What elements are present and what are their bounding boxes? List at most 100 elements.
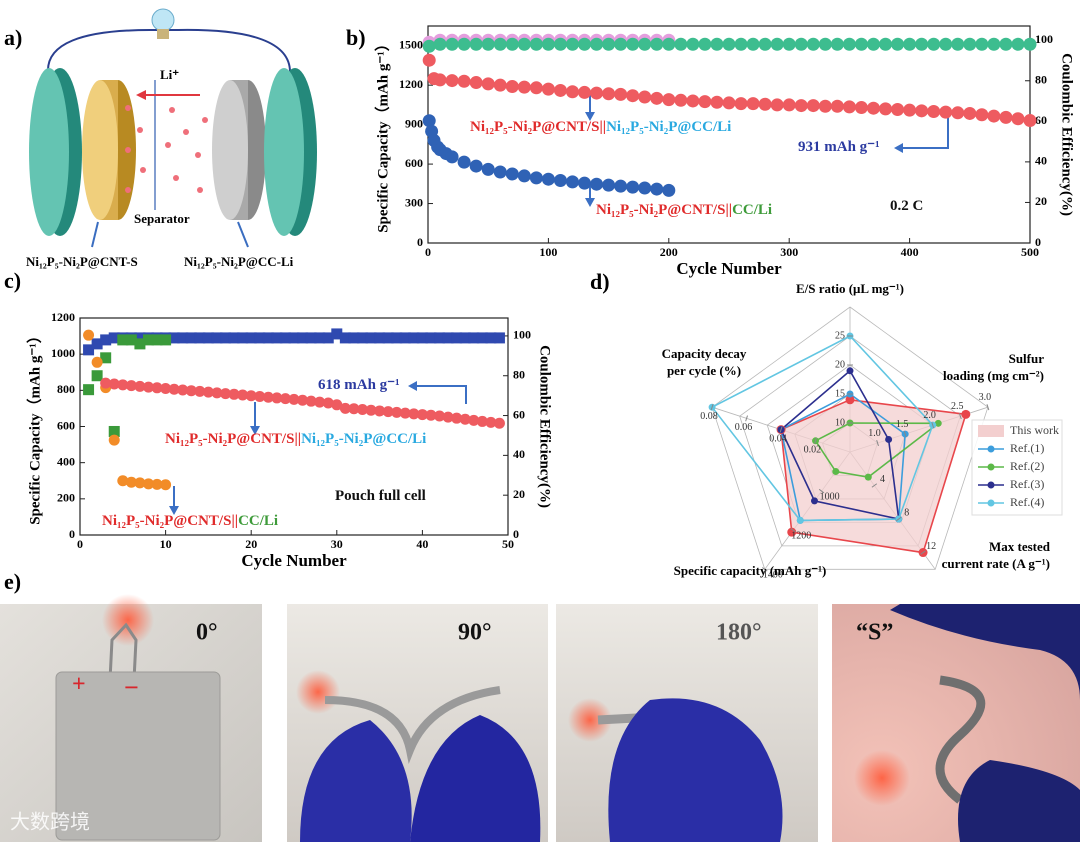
data-point — [399, 332, 411, 344]
watermark: 大数跨境 — [10, 811, 90, 834]
data-point — [638, 90, 652, 104]
data-point — [674, 93, 688, 107]
data-point — [842, 100, 856, 114]
data-point — [650, 37, 664, 51]
data-point — [151, 334, 163, 346]
radar-tick — [895, 516, 902, 522]
y-tick-label: 400 — [57, 454, 75, 468]
y-tick-label: 0 — [417, 235, 423, 249]
data-point — [854, 37, 868, 51]
data-point — [356, 404, 368, 416]
data-point — [134, 338, 146, 350]
x-tick-label: 10 — [160, 537, 172, 551]
arrow-heads — [169, 112, 903, 515]
data-point — [422, 39, 436, 53]
ions — [125, 105, 208, 193]
y-axis-label: Specific Capacity（mAh g⁻¹） — [25, 328, 43, 525]
data-point — [493, 417, 505, 429]
y-tick-label: 200 — [57, 491, 75, 505]
data-point — [842, 37, 856, 51]
data-point — [117, 334, 129, 346]
radar-tick-label: 25 — [835, 330, 845, 341]
radar-area — [710, 335, 934, 522]
radar-tick-label: 1000 — [820, 491, 840, 502]
data-point — [650, 91, 664, 105]
data-point — [879, 102, 893, 116]
data-point — [975, 108, 989, 122]
annotation-part: Ni₁₂P₅-Ni₂P@CNT/S|| — [596, 202, 732, 218]
glove — [608, 698, 783, 842]
data-point — [529, 37, 543, 51]
data-point — [382, 332, 394, 344]
data-point — [650, 182, 664, 196]
radar-tick — [986, 404, 990, 411]
data-point — [517, 169, 531, 183]
data-point — [614, 37, 628, 51]
data-point — [468, 414, 480, 426]
bent-cell — [324, 686, 501, 764]
plus: + — [72, 672, 86, 698]
data-point — [348, 332, 360, 344]
legend-dot — [987, 463, 995, 471]
y2-tick-label: 40 — [1035, 154, 1047, 168]
data-point — [348, 403, 360, 415]
data-point — [442, 332, 454, 344]
radar-axis-label: loading (mg cm⁻²) — [943, 368, 1044, 383]
data-point — [565, 175, 579, 189]
electrode — [29, 68, 69, 236]
x-axis-label: Cycle Number — [241, 551, 347, 570]
data-point — [476, 415, 488, 427]
anode — [212, 80, 248, 220]
data-point — [422, 53, 436, 67]
data-point — [614, 179, 628, 193]
data-point — [451, 332, 463, 344]
radar-tick — [871, 483, 878, 488]
data-point — [322, 332, 334, 344]
annotation: 931 mAh g⁻¹ — [798, 139, 880, 155]
data-point — [818, 37, 832, 51]
y-tick-label: 1000 — [51, 346, 75, 360]
data-point — [202, 332, 214, 344]
panel-label: c) — [4, 268, 21, 293]
data-point — [626, 37, 640, 51]
radar-ring — [711, 306, 989, 570]
data-point — [117, 475, 129, 487]
data-point — [903, 37, 917, 51]
data-point — [469, 76, 483, 90]
data-point — [416, 409, 428, 421]
radar-axis-label: E/S ratio (μL mg⁻¹) — [796, 281, 904, 296]
data-point — [211, 332, 223, 344]
data-point — [374, 405, 386, 417]
data-point — [451, 412, 463, 424]
y2-tick-label: 20 — [1035, 194, 1047, 208]
x-tick-label: 0 — [77, 537, 83, 551]
data-point — [194, 385, 206, 397]
data-point — [782, 37, 796, 51]
radar-point — [845, 395, 855, 405]
data-point — [459, 413, 471, 425]
data-point — [271, 392, 283, 404]
data-point — [481, 162, 495, 176]
data-point — [722, 96, 736, 110]
radar-tick-label: 3.0 — [979, 392, 992, 403]
data-point — [151, 382, 163, 394]
data-point — [493, 78, 507, 92]
data-point — [891, 103, 905, 117]
data-point — [83, 329, 95, 341]
y2-tick-label: 100 — [1035, 32, 1053, 46]
data-point — [228, 388, 240, 400]
radar-area — [814, 422, 941, 478]
data-point — [108, 332, 120, 344]
data-point — [457, 155, 471, 169]
annotation-part: Ni₁₂P₅-Ni₂P@CNT/S|| — [102, 513, 238, 529]
data-point — [734, 97, 748, 111]
data-point — [662, 183, 676, 197]
radar-tick — [790, 528, 796, 533]
annotation-part: 931 mAh g⁻¹ — [798, 139, 880, 155]
data-point — [374, 332, 386, 344]
wire — [108, 622, 138, 681]
plot-frame — [79, 317, 509, 536]
data-point — [915, 37, 929, 51]
y-tick-label: 1200 — [399, 77, 423, 91]
data-point — [1023, 114, 1037, 128]
